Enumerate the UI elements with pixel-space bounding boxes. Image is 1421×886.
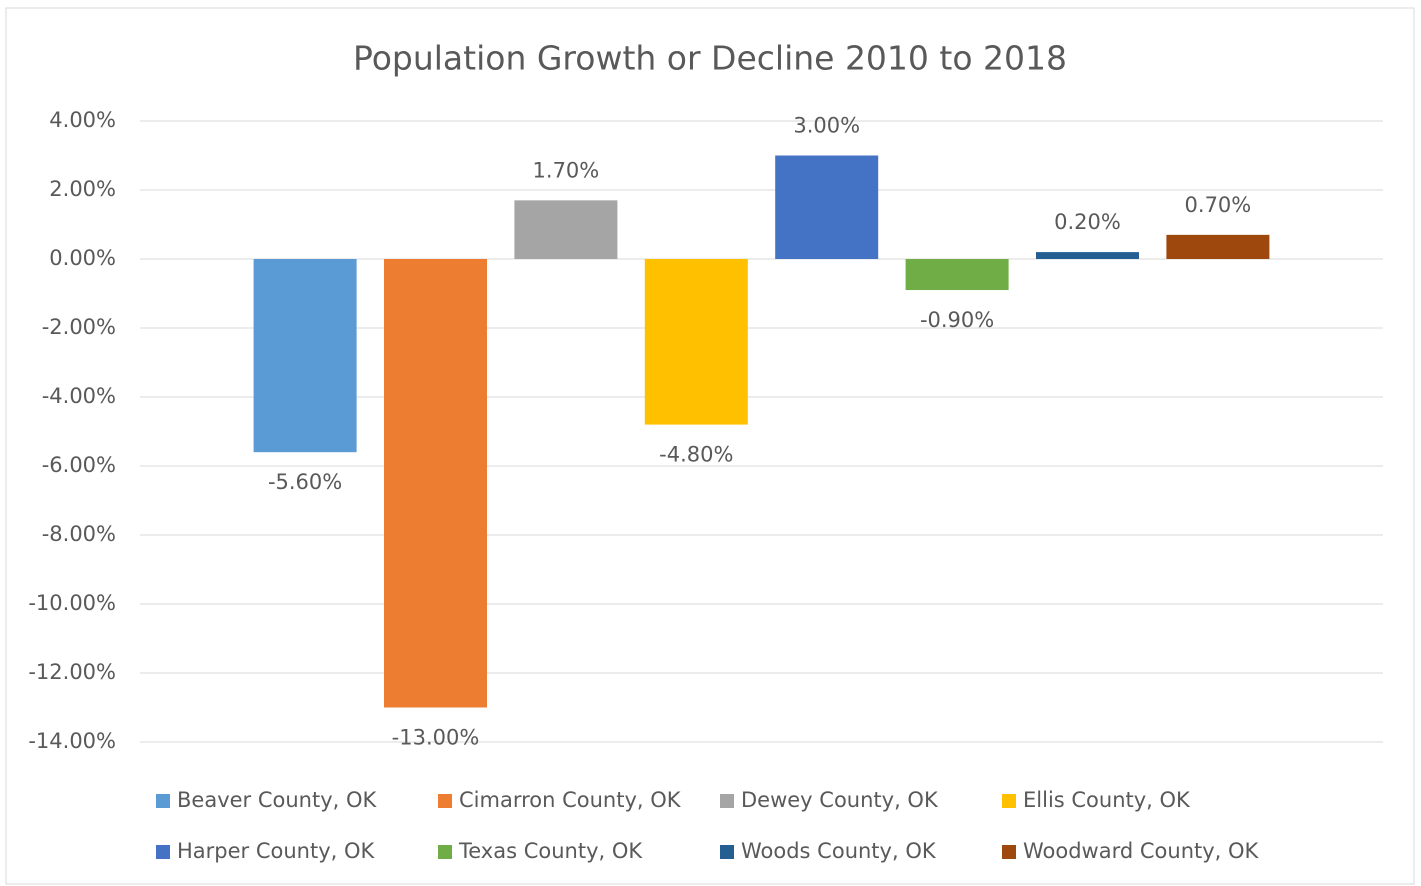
y-tick-label: 2.00%: [49, 177, 116, 201]
legend-swatch: [1002, 794, 1016, 808]
chart-frame: [5, 7, 1415, 885]
legend-swatch: [438, 794, 452, 808]
y-tick-label: -6.00%: [42, 453, 116, 477]
bar: [1166, 234, 1270, 259]
bar: [514, 200, 618, 259]
y-tick-label: 0.00%: [49, 246, 116, 270]
legend-label: Woodward County, OK: [1023, 839, 1260, 863]
y-tick-label: -12.00%: [28, 660, 116, 684]
chart-title: Population Growth or Decline 2010 to 201…: [353, 39, 1067, 78]
data-label: -4.80%: [659, 443, 733, 467]
data-label: 3.00%: [793, 114, 860, 138]
bar: [775, 155, 879, 259]
legend-swatch: [156, 794, 170, 808]
bar: [253, 259, 357, 453]
legend-swatch: [720, 845, 734, 859]
legend-label: Texas County, OK: [458, 839, 643, 863]
bar: [905, 259, 1009, 291]
data-label: -0.90%: [920, 308, 994, 332]
bar: [1036, 252, 1139, 259]
legend-label: Dewey County, OK: [741, 788, 939, 812]
data-label: 0.70%: [1185, 193, 1252, 217]
legend-label: Harper County, OK: [177, 839, 376, 863]
data-label: 1.70%: [533, 158, 600, 182]
y-tick-label: 4.00%: [49, 108, 116, 132]
data-label: -5.60%: [268, 470, 342, 494]
data-label: -13.00%: [392, 726, 480, 750]
legend-label: Cimarron County, OK: [459, 788, 682, 812]
legend-label: Beaver County, OK: [177, 788, 378, 812]
y-tick-label: -14.00%: [28, 729, 116, 753]
y-tick-label: -4.00%: [42, 384, 116, 408]
legend-swatch: [1002, 845, 1016, 859]
y-tick-label: -2.00%: [42, 315, 116, 339]
bar: [644, 259, 748, 425]
legend-label: Woods County, OK: [741, 839, 937, 863]
legend-label: Ellis County, OK: [1023, 788, 1191, 812]
legend-swatch: [720, 794, 734, 808]
y-tick-label: -8.00%: [42, 522, 116, 546]
y-tick-label: -10.00%: [28, 591, 116, 615]
legend-swatch: [438, 845, 452, 859]
data-label: 0.20%: [1054, 210, 1121, 234]
legend-swatch: [156, 845, 170, 859]
bar: [384, 259, 487, 708]
